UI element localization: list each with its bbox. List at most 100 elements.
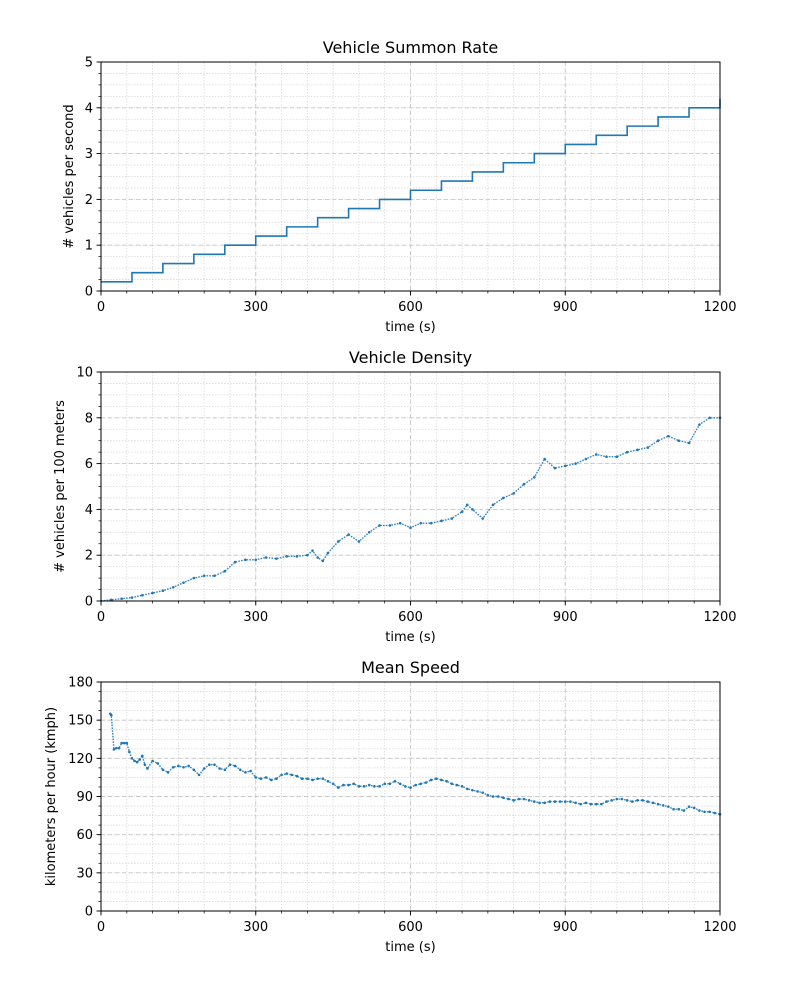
data-point <box>182 581 185 584</box>
data-point <box>120 741 123 745</box>
y-tick-label: 3 <box>85 147 93 162</box>
data-point <box>171 585 175 589</box>
data-point <box>352 782 356 786</box>
data-point <box>115 746 118 750</box>
data-point <box>661 804 665 807</box>
data-point <box>486 793 490 797</box>
data-point <box>125 741 129 745</box>
series-line <box>101 98 721 283</box>
y-tick-label: 4 <box>85 101 93 116</box>
data-point <box>213 763 216 766</box>
data-point <box>326 779 330 783</box>
data-point <box>682 809 686 812</box>
data-point <box>471 788 474 792</box>
data-point <box>574 801 577 805</box>
data-point <box>450 782 454 786</box>
data-point <box>326 551 330 555</box>
data-point <box>455 783 459 787</box>
data-point <box>151 759 154 763</box>
data-point <box>187 764 190 768</box>
x-tick-label: 0 <box>97 300 105 315</box>
data-point <box>300 777 304 780</box>
data-point <box>507 797 510 801</box>
data-point <box>687 441 691 445</box>
data-point <box>502 496 505 500</box>
data-point <box>388 782 392 786</box>
data-point <box>641 799 644 802</box>
data-point <box>223 768 227 772</box>
y-tick-label: 4 <box>85 503 93 518</box>
data-point <box>336 786 340 789</box>
data-point <box>517 797 521 801</box>
data-point <box>708 810 711 814</box>
data-point <box>579 802 583 806</box>
data-point <box>151 591 154 595</box>
x-tick-label: 0 <box>97 610 105 625</box>
y-tick-label: 180 <box>68 676 93 691</box>
data-point <box>533 476 536 479</box>
data-point <box>465 503 469 507</box>
y-tick-label: 2 <box>85 549 93 564</box>
y-tick-label: 10 <box>76 366 93 381</box>
data-point <box>414 783 417 787</box>
data-point <box>275 777 278 780</box>
data-point <box>321 559 325 563</box>
data-point <box>625 799 629 802</box>
y-tick-label: 0 <box>85 595 93 610</box>
data-point <box>398 521 402 525</box>
y-axis-label: # vehicles per second <box>62 104 77 248</box>
data-point <box>698 809 701 812</box>
x-tick-label: 300 <box>243 610 268 625</box>
data-point <box>543 457 546 461</box>
data-point <box>321 777 325 780</box>
x-axis-label: time (s) <box>385 630 435 645</box>
data-point <box>133 759 136 763</box>
data-point <box>424 781 428 784</box>
x-tick-label: 600 <box>398 300 423 315</box>
data-point <box>254 776 258 779</box>
data-point <box>378 524 381 527</box>
data-point <box>398 782 402 786</box>
data-point <box>429 778 433 782</box>
data-point <box>336 540 340 543</box>
data-point <box>233 764 237 768</box>
data-point <box>166 771 170 774</box>
data-point <box>481 517 485 520</box>
data-point <box>538 801 541 805</box>
data-point <box>295 555 299 558</box>
data-point <box>522 482 526 486</box>
y-tick-label: 120 <box>68 752 93 767</box>
data-point <box>143 763 147 766</box>
chart-panel-1: 0 300 600 900 1200 0 1 2 3 4 5 Vehicle Summon Rate t… <box>62 38 737 335</box>
data-point <box>574 462 577 465</box>
data-point <box>569 800 572 803</box>
axes-frame <box>100 61 721 292</box>
data-point <box>244 771 247 774</box>
data-point <box>388 524 392 527</box>
data-point <box>347 533 350 536</box>
data-point <box>316 556 319 559</box>
y-axis-label: # vehicles per 100 meters <box>53 400 68 573</box>
data-point <box>192 768 196 772</box>
data-point <box>156 762 160 765</box>
data-point <box>687 805 691 808</box>
data-point <box>244 558 247 562</box>
data-point <box>512 799 515 802</box>
data-point <box>161 768 165 772</box>
data-point <box>202 767 206 770</box>
y-tick-label: 2 <box>85 193 93 208</box>
data-point <box>667 434 670 438</box>
data-point <box>140 593 144 597</box>
data-point <box>192 576 196 580</box>
data-point <box>491 795 495 798</box>
axes-frame <box>100 371 721 602</box>
data-point <box>672 807 675 811</box>
data-point <box>135 760 139 764</box>
data-point <box>429 521 433 525</box>
y-axis-label: kilometers per hour (kmph) <box>44 707 59 886</box>
data-point <box>347 783 350 787</box>
data-point <box>254 558 258 562</box>
y-tick-label: 0 <box>85 905 93 920</box>
data-point <box>419 782 423 786</box>
y-tick-label: 5 <box>85 56 93 71</box>
